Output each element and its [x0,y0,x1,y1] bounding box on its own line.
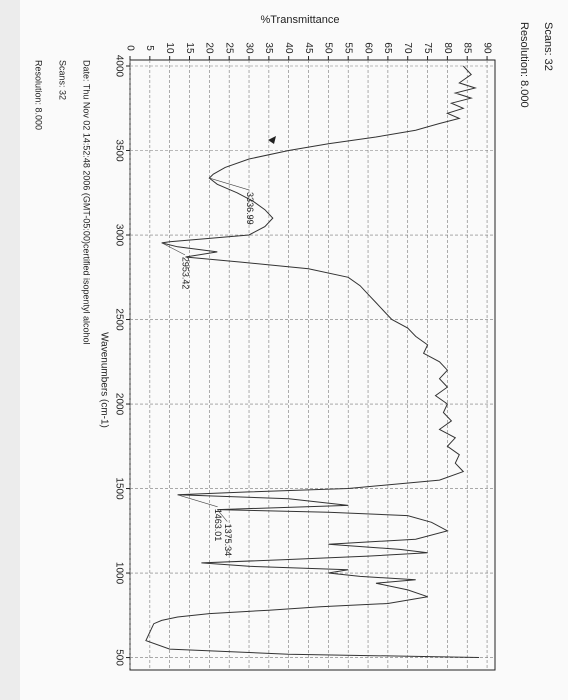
header-text: Resolution: 8.000 [518,22,530,108]
x-tick-label: 2000 [113,393,124,416]
annotation: 1463.01 [213,509,223,542]
annotation: 1375.34 [223,524,233,557]
y-tick-label: 15 [184,42,195,54]
pointer-icon [268,136,276,144]
annotation-leader [209,177,250,191]
x-tick-label: 500 [113,649,124,666]
x-tick-label: 2500 [113,308,124,331]
y-tick-label: 20 [204,42,215,54]
y-axis-label: %Transmittance [260,14,339,26]
x-tick-label: 3500 [113,139,124,162]
annotation-leader [161,242,186,256]
y-tick-label: 30 [243,42,254,54]
annotation-leader [217,509,228,522]
y-tick-label: 50 [323,42,334,54]
y-tick-label: 25 [224,42,235,54]
y-tick-label: 80 [442,42,453,54]
y-tick-label: 65 [382,42,393,54]
paper [20,0,568,700]
annotation: 3336.99 [245,192,255,225]
footer-text: Scans: 32 [58,60,68,100]
y-tick-label: 55 [343,42,354,54]
y-tick-label: 0 [124,45,135,51]
y-tick-label: 40 [283,42,294,54]
y-tick-label: 5 [144,45,155,51]
x-tick-label: 1000 [113,562,124,585]
spectrum-line [145,65,480,658]
annotation: 2953.42 [181,257,191,290]
annotation-leader [177,494,218,508]
y-tick-label: 75 [422,42,433,54]
y-tick-label: 85 [462,42,473,54]
y-tick-label: 35 [263,42,274,54]
y-tick-label: 60 [362,42,373,54]
footer-text: Resolution: 8.000 [34,60,44,130]
y-tick-label: 70 [402,42,413,54]
x-tick-label: 4000 [113,55,124,78]
footer-text: Date: Thu Nov 02 14:52:48 2006 (GMT-05:0… [82,60,92,345]
x-axis-label: Wavenumbers (cm-1) [98,332,109,428]
y-tick-label: 90 [481,42,492,54]
y-tick-label: 45 [303,42,314,54]
header-text: Scans: 32 [542,22,554,71]
x-tick-label: 3000 [113,224,124,247]
x-tick-label: 1500 [113,477,124,500]
y-tick-label: 10 [164,42,175,54]
